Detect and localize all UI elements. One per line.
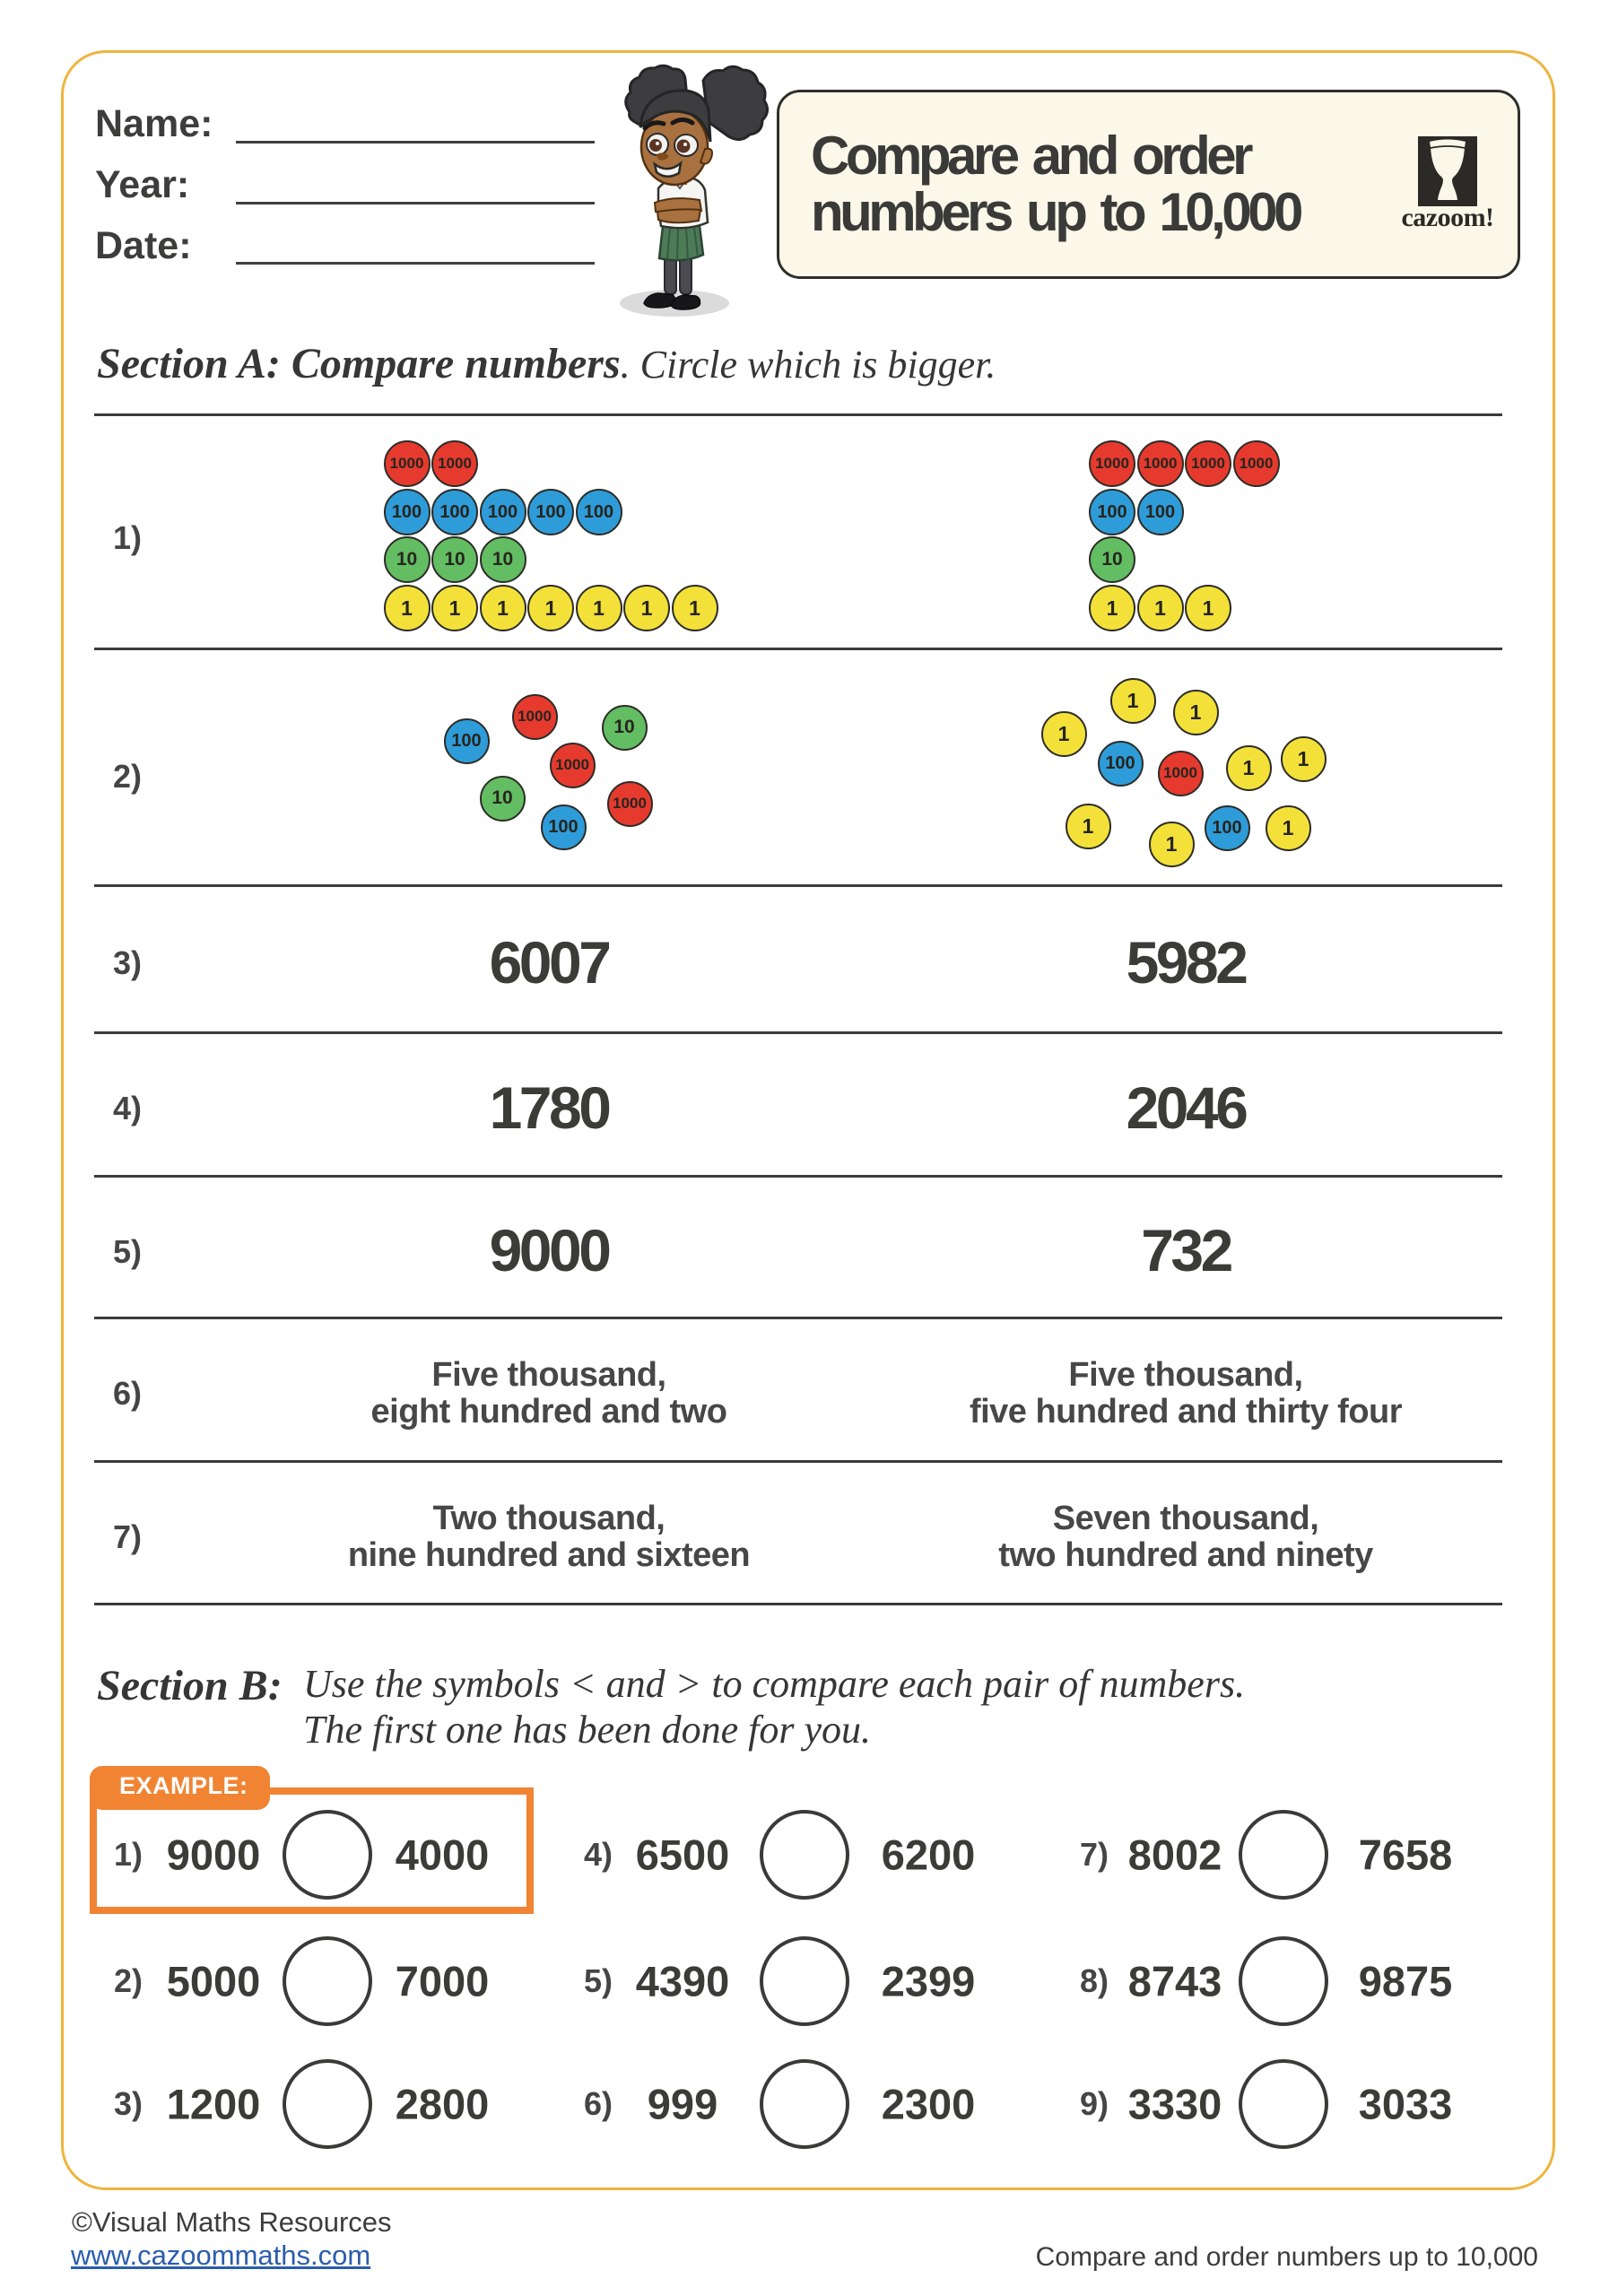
svg-text:cazoom!: cazoom! bbox=[1401, 203, 1493, 232]
